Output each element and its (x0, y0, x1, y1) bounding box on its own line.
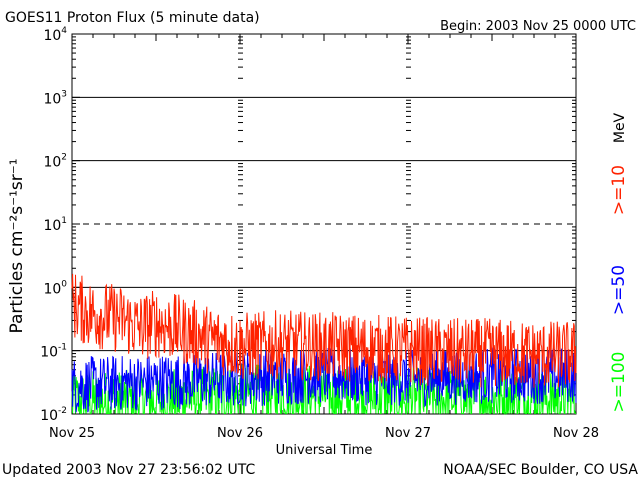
x-tick-label: Nov 28 (553, 426, 599, 441)
x-tick-labels: Nov 25 Nov 26 Nov 27 Nov 28 (49, 426, 599, 441)
y-tick-label: 102 (43, 153, 67, 171)
y-tick-label: 100 (43, 279, 67, 297)
x-axis-label: Universal Time (276, 443, 373, 458)
source-credit: NOAA/SEC Boulder, CO USA (443, 462, 638, 478)
updated-timestamp: Updated 2003 Nov 27 23:56:02 UTC (2, 462, 255, 478)
y-tick-label: 10-1 (40, 343, 67, 361)
series-layer (71, 273, 577, 416)
legend-series-ge50: >=50 (609, 265, 629, 315)
y-tick-labels: 10-2 10-1 100 101 102 103 104 (40, 26, 67, 424)
y-tick-label: 10-2 (40, 406, 67, 424)
y-tick-label: 101 (43, 216, 67, 234)
y-tick-label: 103 (43, 89, 67, 107)
y-tick-label: 104 (43, 26, 67, 44)
x-tick-label: Nov 26 (217, 426, 263, 441)
legend-unit-mev: MeV (612, 112, 628, 143)
begin-label: Begin: 2003 Nov 25 0000 UTC (440, 19, 636, 34)
series-line-ge10 (71, 273, 577, 388)
x-tick-label: Nov 25 (49, 426, 95, 441)
series-line-ge50 (71, 347, 577, 413)
x-tick-label: Nov 27 (385, 426, 431, 441)
y-axis-label: Particles cm⁻²s⁻¹sr⁻¹ (7, 158, 27, 333)
legend-series-ge100: >=100 (609, 352, 629, 413)
chart-title: GOES11 Proton Flux (5 minute data) (5, 10, 260, 26)
legend-series-ge10: >=10 (609, 165, 629, 215)
